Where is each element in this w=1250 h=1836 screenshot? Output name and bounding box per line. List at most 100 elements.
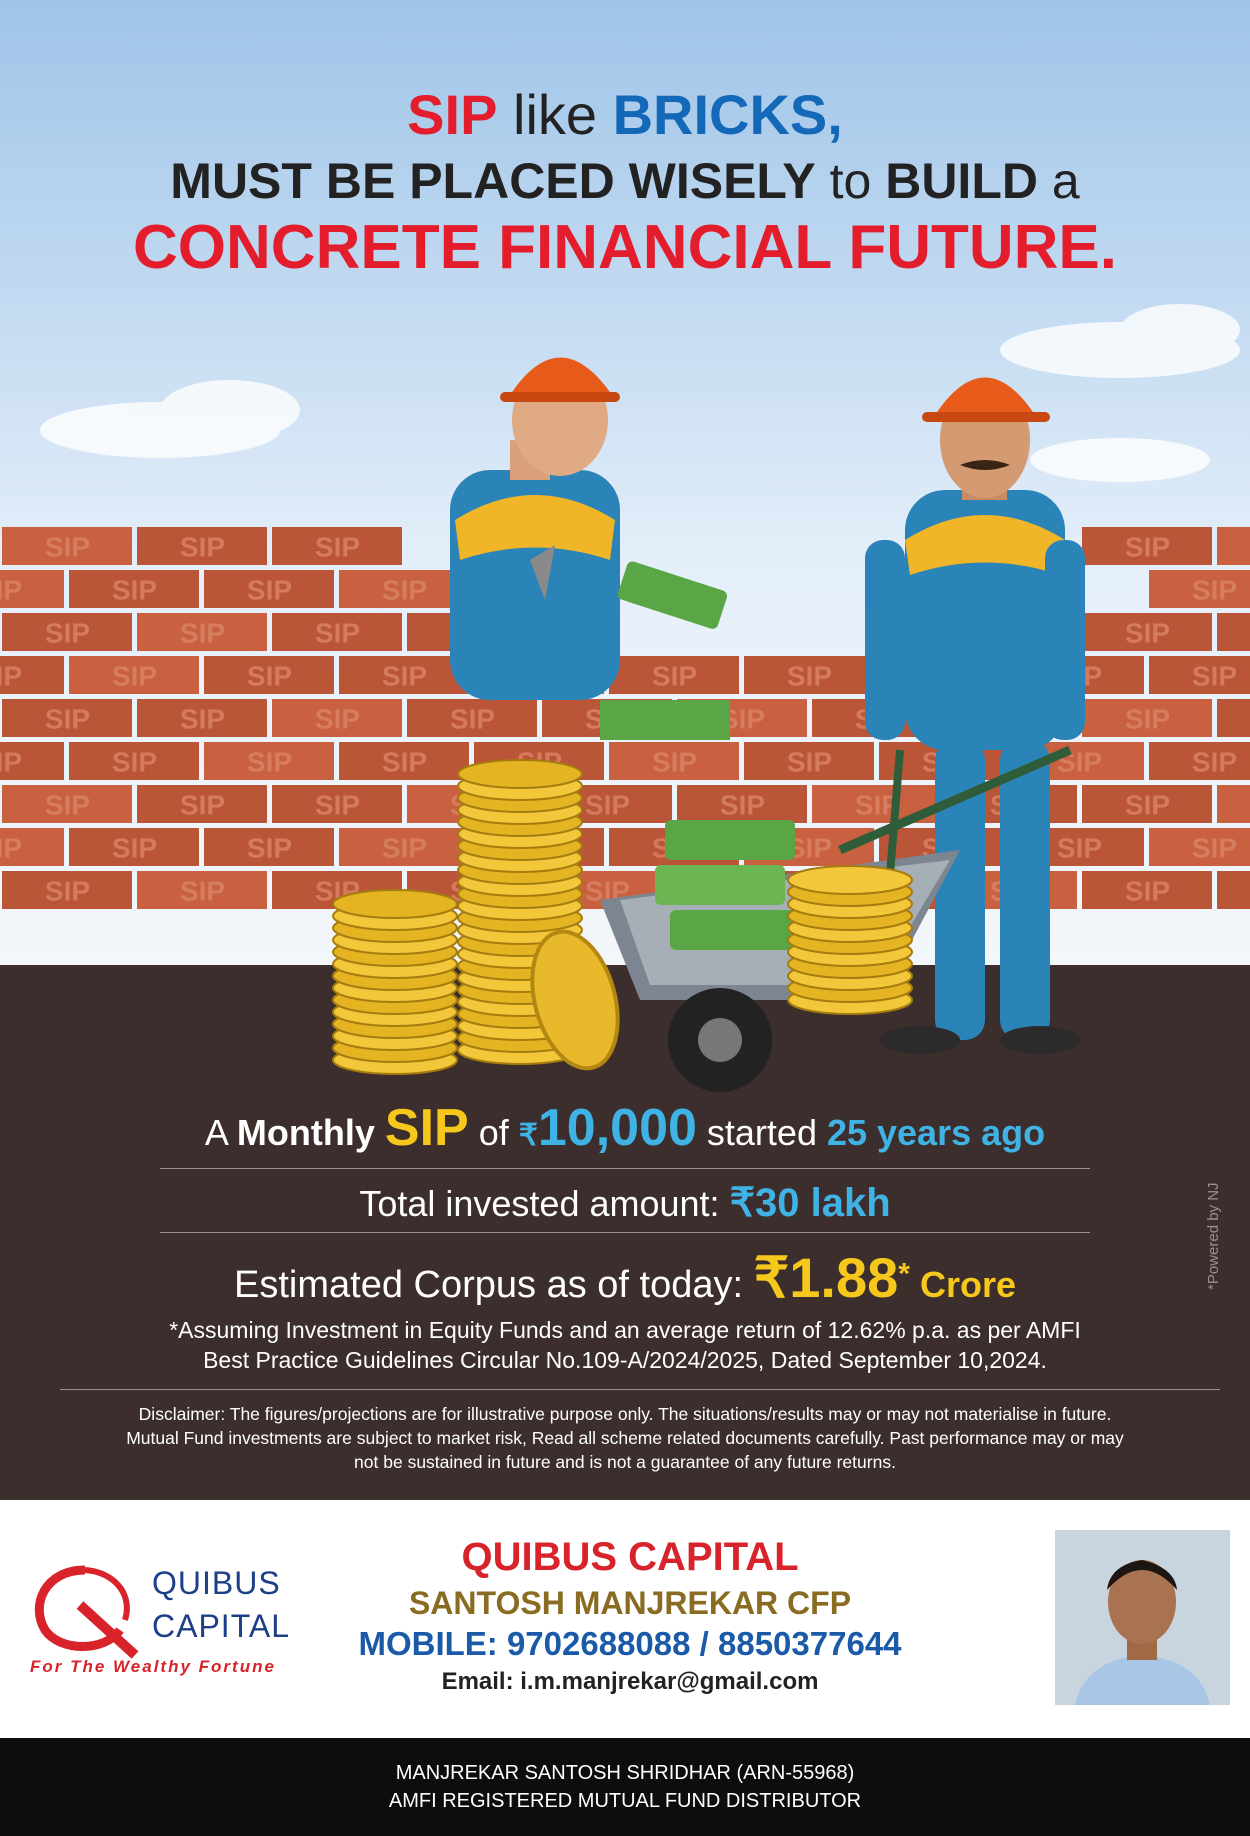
brick-label: SIP bbox=[0, 575, 22, 606]
logo-tagline: For The Wealthy Fortune bbox=[30, 1657, 276, 1676]
monthly-sip-line: A Monthly SIP of ₹10,000 started 25 year… bbox=[0, 1098, 1250, 1158]
brick bbox=[69, 570, 199, 608]
brick-label: SIP bbox=[652, 747, 697, 778]
brick-label: SIP bbox=[315, 618, 360, 649]
brick-label: SIP bbox=[787, 747, 832, 778]
brick-label: SIP bbox=[1125, 618, 1170, 649]
clouds bbox=[40, 304, 1240, 482]
corpus-line: Estimated Corpus as of today: ₹1.88* Cro… bbox=[0, 1245, 1250, 1311]
brick-label: SIP bbox=[315, 704, 360, 735]
brick bbox=[69, 828, 199, 866]
contact-panel bbox=[0, 1500, 1250, 1738]
headline-line-3: CONCRETE FINANCIAL FUTURE. bbox=[133, 213, 1117, 282]
brick bbox=[204, 656, 334, 694]
invested-label: Total invested amount: bbox=[359, 1183, 730, 1224]
brick bbox=[272, 527, 402, 565]
brick-label: SIP bbox=[382, 575, 427, 606]
headline-build: BUILD bbox=[885, 153, 1038, 209]
brick bbox=[137, 871, 267, 909]
footer-line-1: MANJREKAR SANTOSH SHRIDHAR (ARN-55968) bbox=[395, 1762, 855, 1784]
corpus-unit: Crore bbox=[909, 1264, 1016, 1305]
brick bbox=[0, 742, 64, 780]
brick bbox=[339, 828, 469, 866]
logo-line-2: CAPITAL bbox=[152, 1608, 290, 1644]
text-of: of bbox=[468, 1112, 519, 1153]
brick bbox=[1082, 871, 1212, 909]
brick bbox=[137, 785, 267, 823]
brick bbox=[339, 570, 469, 608]
brick bbox=[272, 699, 402, 737]
brick bbox=[69, 742, 199, 780]
brick-label: SIP bbox=[1192, 575, 1237, 606]
mobile-number[interactable]: MOBILE: 9702688088 / 8850377644 bbox=[358, 1625, 902, 1662]
brick bbox=[2, 613, 132, 651]
brick bbox=[1217, 871, 1250, 909]
brick-label: SIP bbox=[1192, 747, 1237, 778]
disclaimer-line-1: Disclaimer: The figures/projections are … bbox=[138, 1404, 1112, 1424]
brick-label: SIP bbox=[1057, 833, 1102, 864]
brick-label: SIP bbox=[112, 833, 157, 864]
assumption-line-2: Best Practice Guidelines Circular No.109… bbox=[203, 1347, 1047, 1373]
brick bbox=[744, 742, 874, 780]
brick-label: SIP bbox=[112, 661, 157, 692]
brick bbox=[2, 785, 132, 823]
headline-like: like bbox=[497, 83, 613, 146]
corpus-label: Estimated Corpus as of today: bbox=[234, 1264, 754, 1306]
headline-line-2: MUST BE PLACED WISELY to BUILD a bbox=[0, 152, 1250, 210]
brick bbox=[0, 828, 64, 866]
brick-label: SIP bbox=[180, 618, 225, 649]
brick-label: SIP bbox=[180, 876, 225, 907]
headline-line-1: SIP like BRICKS, bbox=[0, 82, 1250, 147]
brick bbox=[1217, 785, 1250, 823]
disclaimer-line-3: not be sustained in future and is not a … bbox=[354, 1452, 896, 1472]
brick-label: SIP bbox=[1125, 790, 1170, 821]
brick-label: SIP bbox=[45, 532, 90, 563]
text-amount: 10,000 bbox=[537, 1099, 697, 1157]
footer-bar: MANJREKAR SANTOSH SHRIDHAR (ARN-55968) A… bbox=[0, 1738, 1250, 1836]
brick-label: SIP bbox=[112, 747, 157, 778]
brick bbox=[1082, 613, 1212, 651]
brick bbox=[137, 699, 267, 737]
divider-3 bbox=[60, 1389, 1220, 1390]
brick bbox=[137, 613, 267, 651]
text-space bbox=[375, 1112, 385, 1153]
divider-2 bbox=[160, 1232, 1090, 1233]
brick bbox=[339, 656, 469, 694]
brick-label: SIP bbox=[180, 532, 225, 563]
disclaimer: Disclaimer: The figures/projections are … bbox=[40, 1402, 1210, 1474]
brick-label: SIP bbox=[45, 876, 90, 907]
text-rupee: ₹ bbox=[518, 1119, 538, 1152]
brick-label: SIP bbox=[315, 532, 360, 563]
brick-label: SIP bbox=[1192, 833, 1237, 864]
brick-label: SIP bbox=[315, 790, 360, 821]
brick bbox=[137, 527, 267, 565]
brick-label: SIP bbox=[0, 747, 22, 778]
brick bbox=[1149, 828, 1250, 866]
email-address[interactable]: Email: i.m.manjrekar@gmail.com bbox=[441, 1668, 819, 1695]
brick-label: SIP bbox=[1125, 704, 1170, 735]
brick bbox=[609, 656, 739, 694]
invested-line: Total invested amount: ₹30 lakh bbox=[0, 1180, 1250, 1226]
brick bbox=[204, 828, 334, 866]
brick-label: SIP bbox=[45, 790, 90, 821]
coin bbox=[332, 889, 458, 919]
brick-label: SIP bbox=[787, 661, 832, 692]
brick bbox=[677, 785, 807, 823]
brick-label: SIP bbox=[382, 747, 427, 778]
corpus-value: ₹1.88 bbox=[753, 1246, 899, 1309]
brick bbox=[1217, 699, 1250, 737]
brick-label: SIP bbox=[382, 833, 427, 864]
brick-label: SIP bbox=[247, 661, 292, 692]
brick bbox=[339, 742, 469, 780]
brick bbox=[272, 785, 402, 823]
brick-label: SIP bbox=[180, 790, 225, 821]
brick bbox=[744, 656, 874, 694]
brick-label: SIP bbox=[652, 661, 697, 692]
brick bbox=[204, 742, 334, 780]
brick bbox=[69, 656, 199, 694]
powered-by: *Powered by NJ bbox=[1205, 1182, 1222, 1290]
brick bbox=[2, 699, 132, 737]
headline-a: a bbox=[1037, 153, 1080, 209]
brick-label: SIP bbox=[45, 704, 90, 735]
brick-label: SIP bbox=[450, 704, 495, 735]
